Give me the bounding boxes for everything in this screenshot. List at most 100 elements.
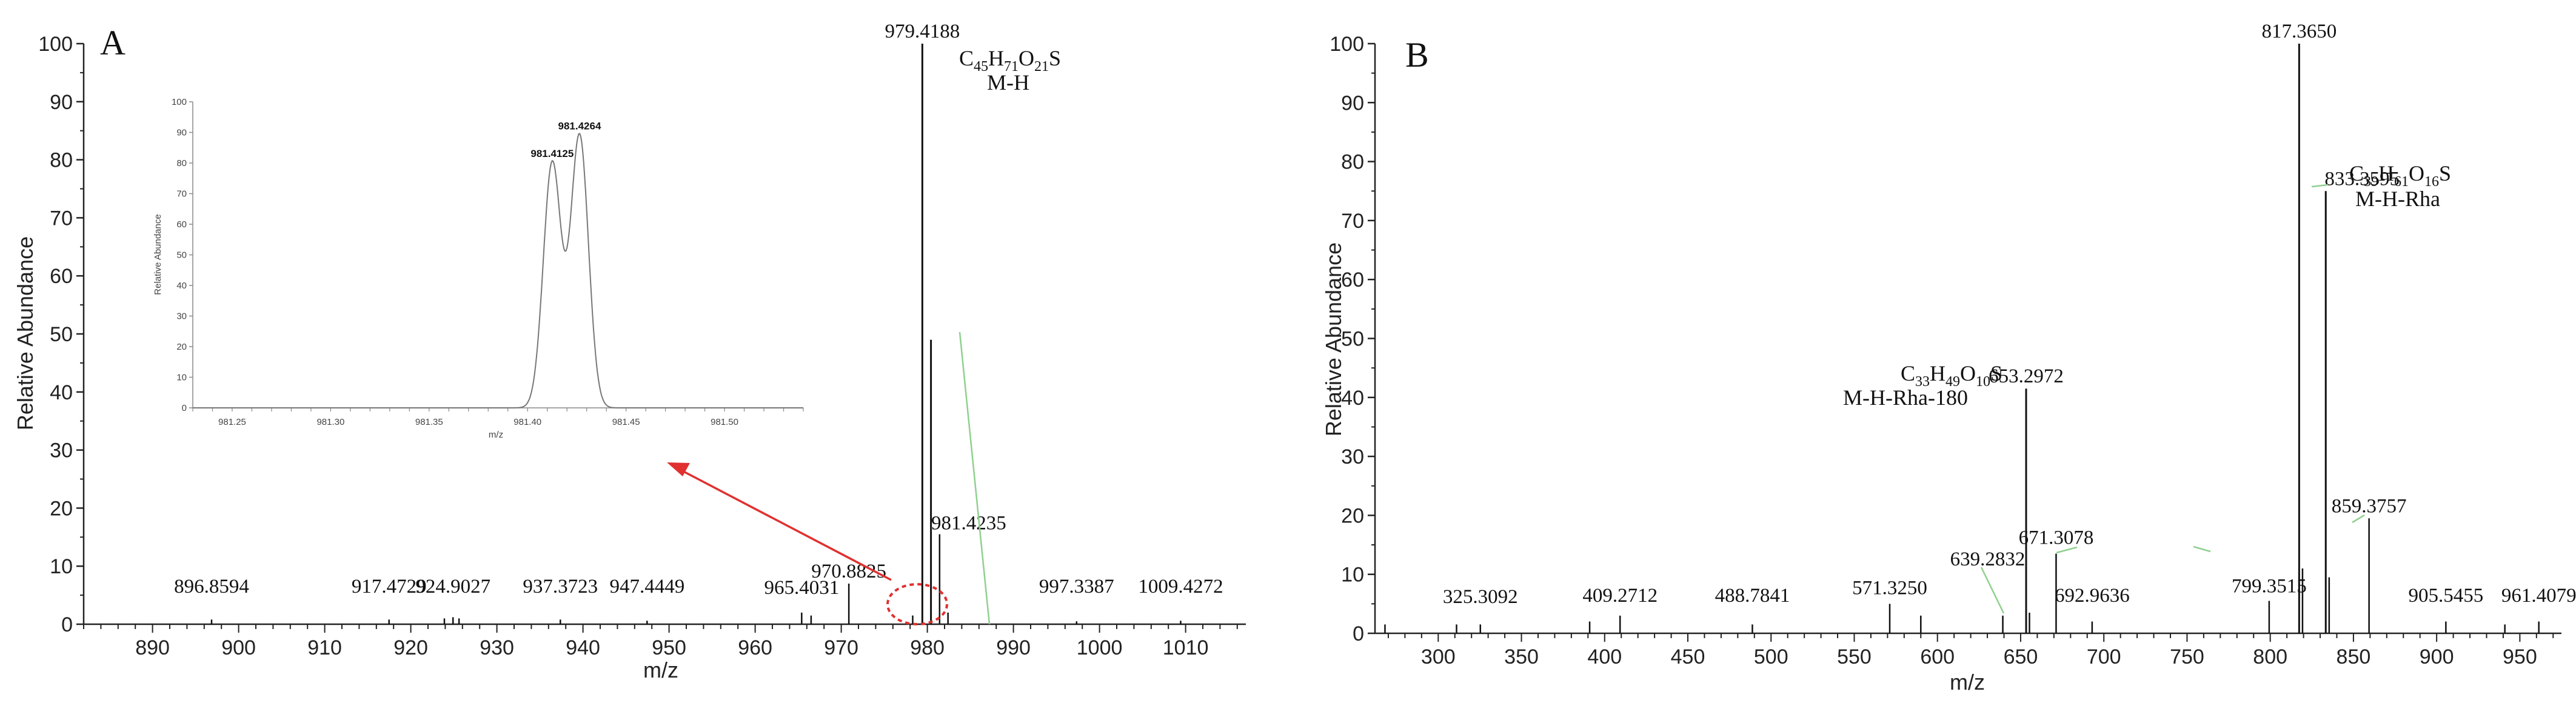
inset-y-tick-label: 20 [176,342,187,352]
panel-b-x-tick-label: 750 [2170,645,2204,668]
panel-b-leader-639 [1980,567,2005,614]
panel-a-x-tick-label: 910 [307,636,342,659]
panel-b-ion-2: M-H-Rha-180 [1843,385,1968,410]
panel-a-peak-labels: 979.4188981.4235970.8825965.4031896.8594… [174,21,1223,599]
panel-b-peak-label: 905.5455 [2408,585,2483,607]
panel-a-ion: M-H [987,70,1029,95]
panel-a-y-label: Relative Abundance [13,236,38,430]
panel-a-y-tick-label: 50 [50,323,73,346]
panel-b-peak-label: 833.3595 [2324,168,2400,190]
panel-b-leader-799 [2193,545,2211,553]
panel-a-x-tick-label: 890 [135,636,170,659]
panel-a-peak-label: 896.8594 [174,576,249,598]
panel-b-x-tick-label: 500 [1754,645,1788,668]
inset-x-label: m/z [489,430,503,440]
panel-a-leader-line [958,332,991,625]
panel-b-x-tick-label: 300 [1421,645,1456,668]
panel-a-x-tick-label: 920 [393,636,428,659]
panel-a-x-tick-label: 950 [652,636,686,659]
inset-y-tick-label: 60 [176,219,187,230]
panel-a-y-tick-label: 70 [50,207,73,230]
panel-b-y-tick-label: 80 [1341,151,1364,174]
inset-y-tick-label: 70 [176,189,187,199]
panel-a-y-ticks: 0 10 20 30 40 50 60 70 80 90 100 [38,33,84,636]
panel-b-x-label: m/z [1950,670,1985,695]
panel-a-x-tick-label: 980 [910,636,945,659]
panel-a-y-tick-label: 0 [61,613,73,636]
panel-b-y-tick-label: 20 [1341,504,1364,527]
panel-a-peak-label: 917.4729 [352,576,427,598]
panel-a-x-tick-label: 930 [480,636,514,659]
panel-b-x-tick-label: 950 [2503,645,2537,668]
panel-b-x-tick-label: 800 [2253,645,2287,668]
panel-b-y-tick-label: 30 [1341,445,1364,468]
zoom-arrow [677,467,892,581]
panel-b-peak-label: 692.9636 [2055,585,2130,607]
panel-b-peaks [1384,44,2540,633]
panel-b-leader-671 [2056,546,2078,554]
inset-y-tick-label: 90 [176,128,187,138]
panel-b-x-tick-label: 400 [1587,645,1622,668]
panel-b-peak-label: 961.4079 [2501,585,2576,607]
panel-b-peak-label: 653.2972 [1989,365,2064,387]
panel-b-peak-label: 817.3650 [2261,21,2337,42]
panel-b-peak-label: 859.3757 [2332,495,2407,517]
panel-a-y-tick-label: 40 [50,381,73,404]
inset-x-tick-label: 981.45 [612,417,640,427]
inset-peak-labels: 981.4125 981.4264 [530,121,601,159]
panel-a-y-tick-label: 100 [38,33,73,56]
inset-y-tick-label: 80 [176,158,187,168]
inset-x-tick-label: 981.30 [316,417,344,427]
inset-peak-label: 981.4125 [530,148,574,159]
zoom-ellipse [886,583,948,625]
panel-b-peak-label: 325.3092 [1443,586,1518,608]
panel-b-x-tick-label: 600 [1920,645,1955,668]
panel-a-x-tick-label: 990 [996,636,1031,659]
panel-b-peak-label: 671.3078 [2019,527,2094,549]
panel-a-y-tick-label: 90 [50,91,73,114]
panel-b-x-tick-label: 850 [2337,645,2371,668]
panel-b-leader-833 [2311,184,2329,188]
panel-b-peak-label: 409.2712 [1582,585,1658,607]
panel-a-formula: C45H71O21S [959,46,1061,75]
panel-a-peak-label: 997.3387 [1039,576,1114,598]
panel-a-peak-label: 924.9027 [415,576,490,598]
inset-y-label: Relative Abundance [153,214,163,295]
inset-y-tick-label: 0 [182,403,187,413]
panel-a-y-tick-label: 80 [50,149,73,172]
inset-x-tick-label: 981.50 [711,417,738,427]
panel-a-peak-label: 981.4235 [931,513,1006,535]
panel-a-peak-label: 937.3723 [523,576,598,598]
panel-b-y-tick-label: 70 [1341,210,1364,233]
panel-b: 0 10 20 30 40 50 60 70 80 90 100 300 350 400 450 500 55… [1321,21,2576,695]
panel-b-leader-859 [2352,514,2365,524]
panel-b-x-tick-label: 900 [2420,645,2454,668]
panel-a-x-tick-label: 1010 [1163,636,1209,659]
inset-x-tick-label: 981.35 [415,417,443,427]
panel-a-y-tick-label: 60 [50,265,73,288]
inset-profile [193,133,803,408]
panel-b-x-tick-label: 700 [2087,645,2121,668]
zoom-arrow-head [667,462,690,476]
panel-a-x-label: m/z [643,658,678,682]
panel-a-y-tick-label: 30 [50,439,73,462]
inset-y-ticks: 0 10 20 30 40 50 60 70 80 90 100 [172,97,193,413]
inset-chart: 0 10 20 30 40 50 60 70 80 90 100 981.25 981.30 981.3… [153,97,804,440]
panel-a-y-tick-label: 20 [50,497,73,520]
panel-a-x-tick-label: 960 [738,636,772,659]
panel-a-x-tick-label: 970 [824,636,858,659]
panel-b-label: B [1405,35,1429,75]
panel-a-x-tick-label: 1000 [1077,636,1123,659]
panel-b-formula-2: C33H49O10S [1901,361,2002,390]
inset-y-tick-label: 40 [176,281,187,291]
panel-b-x-ticks: 300 350 400 450 500 550 600 650 700 750 800 850 900 9… [1387,633,2554,668]
panel-b-y-tick-label: 40 [1341,387,1364,410]
panel-b-formula-1: C39H61O16S [2349,161,2451,190]
panel-b-x-tick-label: 550 [1837,645,1872,668]
panel-b-y-tick-label: 10 [1341,564,1364,587]
panel-b-peak-label: 799.3515 [2232,575,2307,597]
panel-a-label: A [100,23,125,62]
inset-x-ticks: 981.25 981.30 981.35 981.40 981.45 981.50 [192,408,804,427]
